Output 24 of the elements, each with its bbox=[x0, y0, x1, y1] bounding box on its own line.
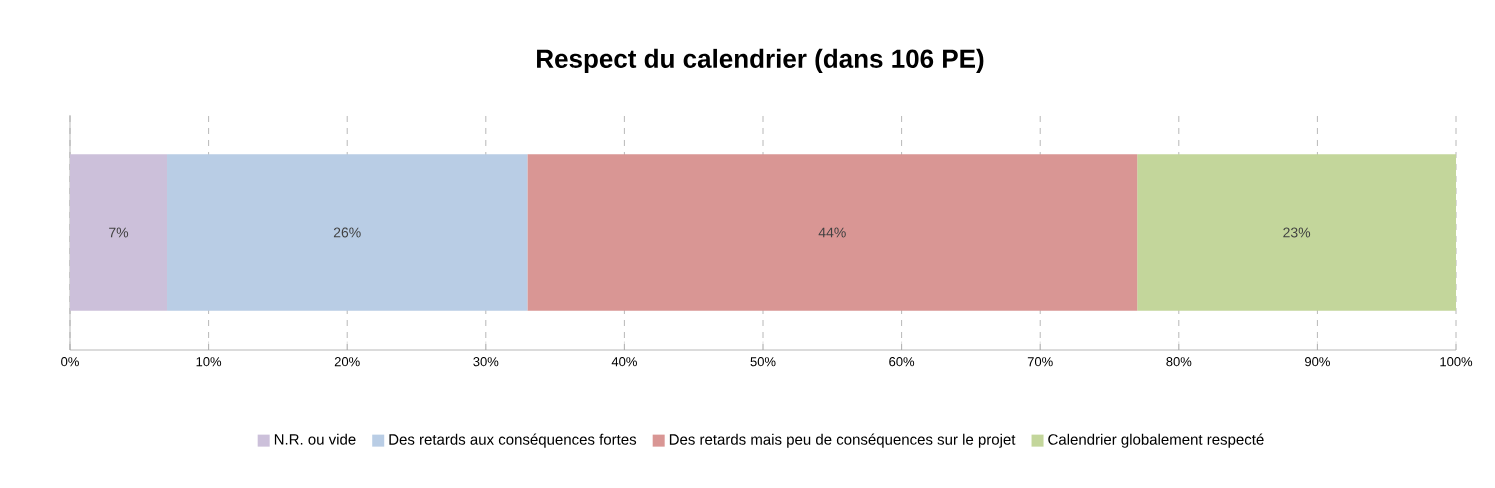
data-label: 23% bbox=[1283, 227, 1311, 238]
data-label: 44% bbox=[818, 227, 846, 238]
data-label: 7% bbox=[109, 227, 129, 238]
bar bbox=[527, 154, 1138, 311]
x-tick-label: 40% bbox=[611, 357, 637, 367]
legend-label: Des retards mais peu de conséquences sur le projet bbox=[669, 433, 1016, 448]
bar bbox=[70, 154, 168, 311]
bar bbox=[1137, 154, 1457, 311]
chart-title: Respect du calendrier (dans 106 PE) bbox=[537, 48, 984, 74]
legend-label: Calendrier globalement respecté bbox=[1048, 433, 1264, 448]
x-tick-label: 50% bbox=[750, 357, 776, 367]
x-tick-label: 90% bbox=[1304, 357, 1330, 367]
bar bbox=[167, 154, 528, 311]
x-tick-label: 70% bbox=[1027, 357, 1053, 367]
x-tick-label: 100% bbox=[1440, 357, 1473, 367]
x-tick-label: 60% bbox=[889, 357, 915, 367]
x-tick-label: 20% bbox=[334, 357, 360, 367]
legend-label: Des retards aux conséquences fortes bbox=[389, 433, 637, 448]
data-label: 26% bbox=[333, 227, 361, 238]
x-tick-label: 10% bbox=[196, 357, 222, 367]
x-tick-label: 80% bbox=[1166, 357, 1192, 367]
legend-label: N.R. ou vide bbox=[274, 433, 356, 445]
x-tick-label: 0% bbox=[61, 357, 79, 367]
x-tick-label: 30% bbox=[473, 357, 499, 367]
